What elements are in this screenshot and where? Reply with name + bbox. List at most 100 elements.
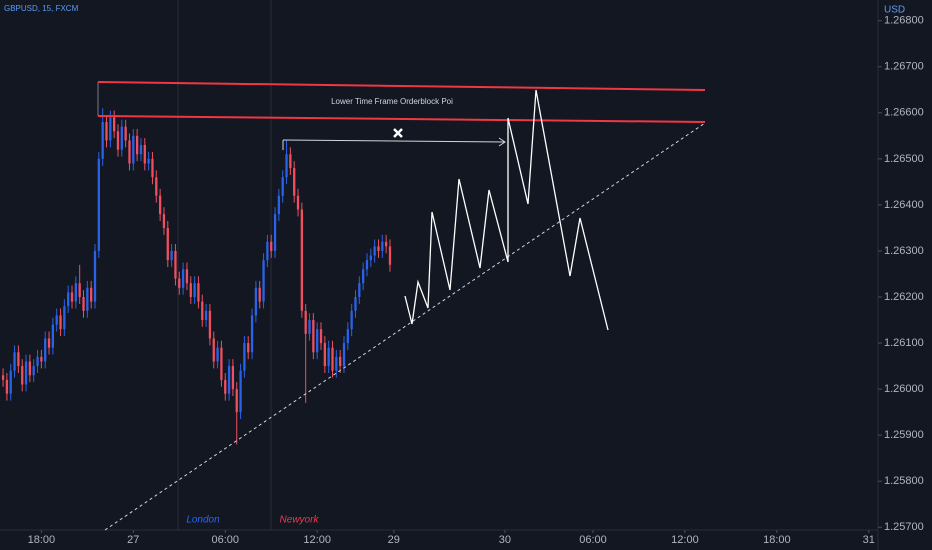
candle-body [158, 195, 162, 215]
candle-body [86, 287, 89, 311]
candle-body [346, 329, 349, 344]
candle-body [13, 352, 16, 371]
x-tick-label: 30 [499, 534, 511, 546]
candle-body [335, 356, 338, 371]
x-tick-label: 18:00 [28, 534, 56, 546]
candle-body [354, 297, 357, 311]
session-label: Newyork [280, 515, 320, 526]
candle-body [174, 250, 177, 279]
candle-body [82, 297, 85, 311]
trend-line [104, 122, 706, 531]
candle-body [373, 246, 376, 256]
candle-body [273, 214, 277, 251]
candle-body [36, 356, 39, 367]
candle-body [327, 347, 330, 367]
candle-body [331, 347, 334, 371]
symbol-label: GBPUSD, 15, FXCM [4, 4, 79, 13]
currency-label: USD [884, 5, 905, 16]
candle-body [185, 269, 189, 284]
y-tick-label: 1.26600 [884, 107, 924, 119]
candle-body [358, 283, 361, 298]
candle-body [296, 195, 300, 210]
candle-body [139, 145, 143, 155]
candle-body [109, 117, 112, 141]
candle-body [21, 366, 24, 385]
y-tick-label: 1.26800 [884, 15, 924, 27]
y-tick-label: 1.25700 [884, 521, 924, 533]
candle-body [231, 366, 235, 390]
candle-body [74, 283, 77, 302]
x-tick-label: 06:00 [211, 534, 239, 546]
y-tick-label: 1.26300 [884, 245, 924, 257]
y-tick-label: 1.26500 [884, 153, 924, 165]
candle-body [151, 158, 154, 178]
candle-body [47, 338, 51, 348]
candle-body [258, 287, 261, 302]
candle-body [262, 260, 265, 302]
candle-body [135, 135, 139, 155]
candle-body [189, 283, 192, 298]
candle-body [293, 168, 296, 196]
candle-body [224, 379, 227, 394]
candle-body [300, 209, 304, 311]
drawings [97, 81, 706, 531]
candle-body [266, 241, 269, 261]
candle-body [113, 117, 116, 132]
candle-body [132, 135, 135, 164]
candle-body [316, 329, 319, 353]
candle-body [44, 338, 47, 362]
candle-body [166, 227, 169, 261]
candle-body [93, 250, 97, 302]
zone-top-line [97, 81, 706, 91]
candle-body [362, 269, 365, 284]
candle-body [17, 352, 20, 367]
candle-body [319, 329, 323, 344]
candle-body [105, 122, 108, 141]
candle-body [243, 343, 246, 371]
candle-body [116, 131, 120, 150]
candle-body [250, 315, 254, 353]
candle-body [247, 343, 250, 353]
candle-body [289, 154, 292, 169]
candle-body [208, 310, 212, 339]
projection-path [404, 89, 609, 331]
candle-body [308, 320, 311, 334]
y-tick-label: 1.26200 [884, 291, 924, 303]
cross-icon [393, 128, 403, 138]
candle-body [78, 283, 81, 298]
candle-body [59, 315, 62, 330]
candle-body [120, 126, 123, 150]
candle-body [101, 122, 104, 159]
candle-body [170, 250, 173, 261]
candle-body [369, 255, 372, 261]
candle-body [147, 158, 150, 164]
arrow-head [498, 137, 506, 147]
candle-body [277, 195, 281, 215]
x-tick-label: 29 [388, 534, 400, 546]
candle-body [381, 241, 384, 251]
candle-body [227, 366, 231, 394]
candle-body [339, 356, 342, 367]
candle-body [181, 269, 185, 288]
zone-label: Lower Time Frame Orderblock Poi [331, 97, 453, 106]
candle-body [128, 140, 131, 164]
zone-bottom-line [97, 115, 706, 123]
candle-body [388, 246, 392, 265]
y-tick-label: 1.26100 [884, 337, 924, 349]
y-tick-label: 1.25900 [884, 429, 924, 441]
candle-body [312, 320, 315, 353]
candle-body [193, 283, 196, 298]
candle-body [162, 214, 166, 228]
candle-body [281, 177, 284, 196]
candle-body [70, 292, 74, 302]
candle-body [323, 343, 326, 367]
candle-body [204, 310, 208, 321]
candle-body [55, 315, 58, 325]
candle-body [201, 301, 204, 321]
candle-body [24, 361, 28, 385]
y-tick-label: 1.26400 [884, 199, 924, 211]
x-tick-label: 12:00 [303, 534, 331, 546]
candle-body [1, 375, 5, 380]
candle-body [51, 324, 55, 348]
